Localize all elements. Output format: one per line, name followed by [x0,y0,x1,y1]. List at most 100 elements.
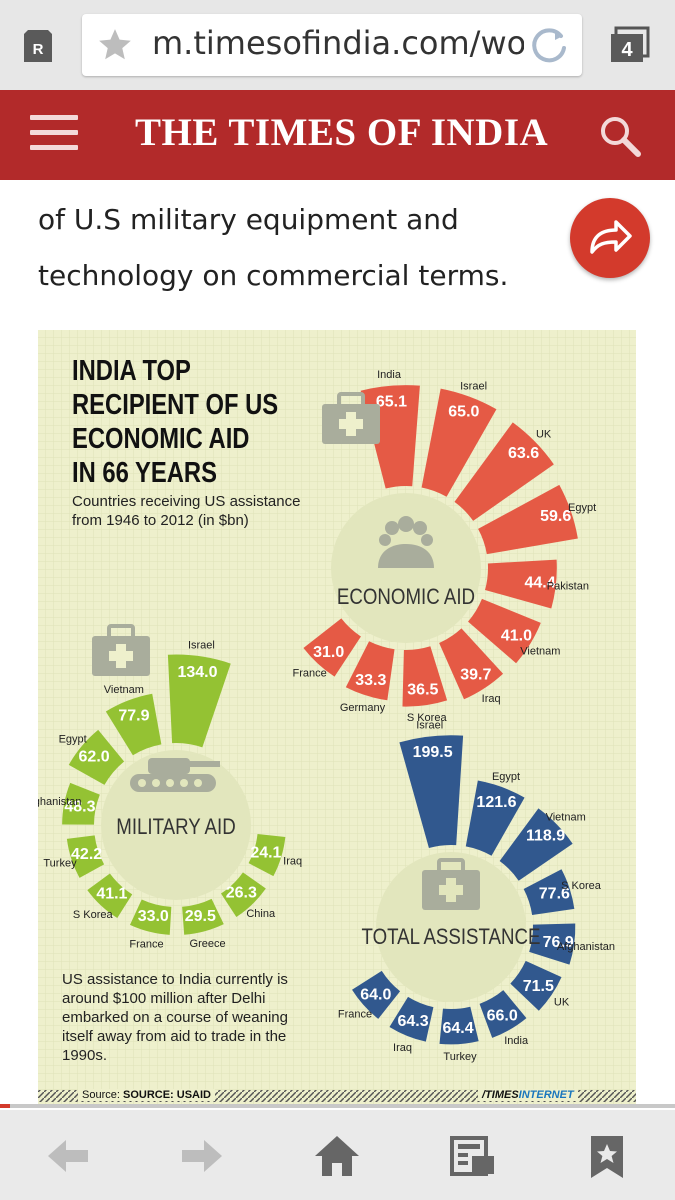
reload-icon[interactable] [528,24,570,66]
article-line: technology on commercial terms. [38,259,509,292]
bar-iraq [389,996,434,1042]
category-label: UK [554,997,570,1009]
category-label: Afghanistan [557,941,615,953]
category-label: Egypt [568,502,596,514]
category-label: Israel [460,380,487,392]
infographic-title: INDIA TOP RECIPIENT OF US ECONOMIC AID I… [72,354,302,490]
value-label: 33.3 [355,672,386,689]
tab-count: 4 [621,39,633,61]
article-body: of U.S military equipment and technology… [38,192,568,304]
category-label: Vietnam [104,684,144,696]
value-label: 64.4 [443,1020,474,1037]
tabs-icon[interactable]: 4 [608,26,652,66]
medkit-icon [422,858,480,910]
bar-france [352,970,401,1019]
category-label: France [129,938,163,950]
value-label: 41.0 [501,628,532,645]
value-label: 33.0 [138,908,169,925]
value-label: 26.3 [226,885,257,902]
value-label: 64.3 [397,1013,428,1030]
bookmarks-icon[interactable] [583,1132,631,1180]
category-label: Egypt [492,771,520,783]
value-label: 59.6 [540,508,571,525]
address-bar[interactable]: m.timesofindia.com/worl [82,14,582,76]
infographic: 65.1 India 65.0 Israel 63.6 UK 59.6 Egypt 44.4 Pa… [38,330,636,1108]
value-label: 77.9 [118,707,149,724]
category-label: Greece [190,938,226,950]
bar-iraq [248,833,286,877]
home-icon[interactable] [313,1132,361,1180]
medkit-icon [322,392,380,444]
value-label: 118.9 [526,828,565,845]
value-label: 63.6 [508,445,539,462]
total-assistance-label: TOTAL ASSISTANCE [361,926,540,950]
value-label: 65.0 [448,404,479,421]
source-bar: Source: SOURCE: USAID /TIMESINTERNET [38,1086,636,1108]
source-credit: Source: SOURCE: USAID [78,1089,215,1101]
value-label: 65.1 [376,394,407,411]
bar-s-korea [523,869,575,916]
category-label: Germany [340,702,386,714]
category-label: Iraq [283,856,302,868]
bar-france [129,899,172,935]
category-label: France [338,1008,372,1020]
bar-s-korea [402,646,448,707]
category-label: UK [536,428,552,440]
value-label: 71.5 [523,978,554,995]
bar-egypt [68,729,125,785]
site-logo[interactable]: THE TIMES OF INDIA [135,111,549,154]
category-label: China [246,908,276,920]
url-text[interactable]: m.timesofindia.com/worl [152,24,524,62]
value-label: 31.0 [313,644,344,661]
search-icon[interactable] [598,114,642,158]
category-label: France [293,667,327,679]
news-feed-icon[interactable] [448,1132,496,1180]
page-divider [0,1104,675,1108]
browser-toolbar: R m.timesofindia.com/worl 4 [0,0,675,90]
forward-arrow-icon[interactable] [178,1132,226,1180]
category-label: Vietnam [546,811,586,823]
category-label: Iraq [482,693,501,705]
aid-radial-charts: 65.1India65.0Israel63.6UK59.6Egypt44.4Pa… [38,330,636,1108]
value-label: 44.4 [524,575,555,592]
bar-israel [167,654,231,748]
back-arrow-icon[interactable] [44,1132,92,1180]
category-label: Turkey [43,858,77,870]
title-line: ECONOMIC AID [72,423,250,455]
infographic-note: US assistance to India currently is arou… [62,971,288,1064]
value-label: 42.2 [71,846,102,863]
value-label: 62.0 [79,748,110,765]
value-label: 29.5 [185,908,216,925]
bar-turkey [66,835,105,878]
article-line: of U.S military equipment and [38,203,459,236]
value-label: 199.5 [413,744,453,761]
tank-icon [130,758,220,792]
bar-india [479,990,527,1038]
times-internet-logo: /TIMESINTERNET [478,1089,578,1101]
category-label: S Korea [561,880,602,892]
economic-aid-label: ECONOMIC AID [337,586,475,610]
category-label: India [377,369,402,381]
bar-vietnam [499,808,573,881]
site-header: THE TIMES OF INDIA [0,90,675,180]
infographic-subtitle: Countries receiving US assistance from 1… [72,493,301,529]
bar-s-korea [87,873,133,919]
value-label: 76.9 [543,934,574,951]
total-assistance-hub [376,852,526,1002]
bottom-navigation [0,1110,675,1200]
value-label: 64.0 [360,987,391,1004]
category-label: Israel [188,639,215,651]
category-label: S Korea [407,712,448,724]
military-aid-label: MILITARY AID [116,816,235,840]
bar-egypt [478,484,578,555]
share-button[interactable] [570,198,650,278]
bar-afghanistan [62,782,100,825]
value-label: 77.6 [539,885,570,902]
reader-mode-icon[interactable]: R [22,28,54,64]
hamburger-menu-icon[interactable] [30,115,78,155]
value-label: 121.6 [476,794,516,811]
value-label: 134.0 [177,664,217,681]
bar-france [303,618,361,677]
value-label: 36.5 [407,681,438,698]
bookmark-star-icon[interactable] [96,26,134,64]
